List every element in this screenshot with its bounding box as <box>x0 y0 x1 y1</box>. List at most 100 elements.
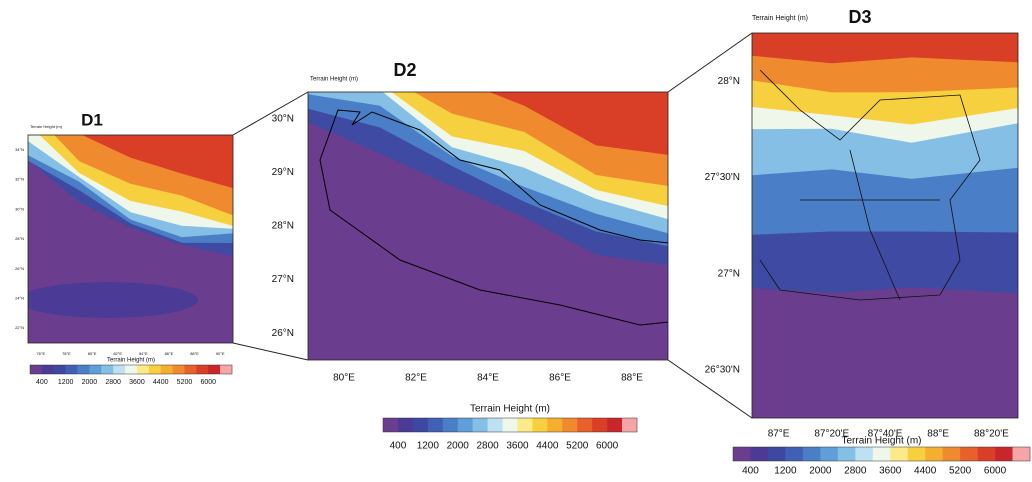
colorbar-label: 400 <box>390 441 407 452</box>
lat-tick-label: 28°N <box>15 236 24 241</box>
colorbar-swatch <box>30 365 43 374</box>
lat-tick-label: 22°N <box>15 325 24 330</box>
colorbar-label: 6000 <box>596 441 619 452</box>
terrain-map <box>28 135 233 343</box>
colorbar-swatch <box>427 418 444 432</box>
colorbar-swatch <box>1012 447 1031 461</box>
colorbar-label: 4400 <box>153 379 169 386</box>
lat-tick-label: 27°N <box>272 274 294 285</box>
border <box>759 69 981 301</box>
colorbar-swatch <box>65 365 78 374</box>
colorbar-swatch <box>472 418 488 432</box>
lat-tick-label: 28°N <box>718 76 740 87</box>
colorbar-label: 3600 <box>129 379 145 386</box>
colorbar-swatch <box>890 447 909 461</box>
colorbar-title: Terrain Height (m) <box>470 404 550 415</box>
colorbar-label: 2800 <box>844 466 867 477</box>
colorbar-label: 2800 <box>105 379 121 386</box>
lat-tick-label: 27°N <box>718 268 740 279</box>
colorbar-label: 5200 <box>566 441 589 452</box>
colorbar-swatch <box>113 365 126 374</box>
colorbar-swatch <box>172 365 185 374</box>
lon-tick-label: 88°E <box>621 373 643 384</box>
colorbar-swatch <box>196 365 209 374</box>
colorbar-swatch <box>820 447 839 461</box>
colorbar-frame <box>29 364 233 375</box>
colorbar-swatch <box>837 447 856 461</box>
lat-tick-label: 34°N <box>15 147 24 152</box>
lon-tick-label: 84°E <box>477 373 499 384</box>
colorbar-swatch <box>412 418 429 432</box>
colorbar-swatch <box>577 418 593 432</box>
colorbar-swatch <box>208 365 221 374</box>
lat-tick-label: 26°N <box>15 266 24 271</box>
colorbar-label: 5200 <box>949 466 972 477</box>
colorbar-label: 1200 <box>417 441 440 452</box>
colorbar-label: 1200 <box>774 466 797 477</box>
colorbar-swatch <box>53 365 66 374</box>
colorbar-swatch <box>41 365 55 374</box>
colorbar-swatch <box>960 447 978 461</box>
colorbar-swatch <box>767 447 786 461</box>
colorbar-title: Terrain Height (m) <box>107 358 155 364</box>
terrain-map <box>752 33 1018 418</box>
lon-tick-label: 82°E <box>405 373 427 384</box>
lat-tick-label: 30°N <box>15 206 24 211</box>
lat-tick-label: 28°N <box>272 221 294 232</box>
lon-tick-label: 76°E <box>36 351 45 356</box>
colorbar-label: 3600 <box>506 441 529 452</box>
colorbar-swatch <box>802 447 821 461</box>
colorbar-swatch <box>532 418 548 432</box>
lat-tick-label: 24°N <box>15 295 24 300</box>
colorbar-label: 5200 <box>177 379 193 386</box>
lon-tick-label: 88°E <box>927 429 949 440</box>
map-label: Terrain Height (m) <box>752 15 808 22</box>
lon-tick-label: 87°20'E <box>814 429 849 440</box>
colorbar-label: 2000 <box>82 379 98 386</box>
colorbar-swatch <box>101 365 114 374</box>
colorbar-swatch <box>872 447 891 461</box>
colorbar-label: 4400 <box>914 466 937 477</box>
colorbar-swatch <box>383 418 399 432</box>
map-label: Terrain Height (m) <box>30 124 63 129</box>
map-frame <box>27 134 234 344</box>
colorbar-swatch <box>562 418 578 432</box>
colorbar-swatch <box>502 418 518 432</box>
colorbar-label: 6000 <box>200 379 216 386</box>
panel-title: D1 <box>81 110 103 129</box>
zoom-lines <box>232 32 753 419</box>
lat-tick-label: 32°N <box>15 177 24 182</box>
colorbar-swatch <box>977 447 996 461</box>
lat-tick-label: 29°N <box>272 167 294 178</box>
colorbar-swatch <box>160 365 173 374</box>
colorbar-swatch <box>750 447 769 461</box>
colorbar-swatch <box>622 418 638 432</box>
elevation-band <box>752 33 1018 64</box>
colorbar-swatch <box>125 365 138 374</box>
colorbar-label: 400 <box>36 379 48 386</box>
border <box>319 109 668 326</box>
colorbar-swatch <box>136 365 150 374</box>
colorbar-swatch <box>148 365 162 374</box>
lon-tick-label: 87°E <box>768 429 790 440</box>
colorbar-label: 2800 <box>476 441 499 452</box>
lon-tick-label: 88°20'E <box>974 429 1009 440</box>
lon-tick-label: 78°E <box>62 351 71 356</box>
lon-tick-label: 82°E <box>113 351 122 356</box>
colorbar-swatch <box>855 447 874 461</box>
colorbar-label: 3600 <box>879 466 902 477</box>
map-frame <box>307 91 669 361</box>
map-label: Terrain Height (m) <box>310 77 358 83</box>
colorbar-swatch <box>733 447 751 461</box>
lon-tick-label: 86°E <box>165 351 174 356</box>
elevation-band <box>82 135 233 189</box>
colorbar-swatch <box>457 418 473 432</box>
lat-tick-label: 26°30'N <box>705 365 740 376</box>
colorbar-swatch <box>942 447 961 461</box>
lon-tick-label: 87°40'E <box>868 429 903 440</box>
colorbar-title: Terrain Height (m) <box>841 436 921 447</box>
lon-tick-label: 80°E <box>333 373 355 384</box>
colorbar-label: 400 <box>742 466 759 477</box>
terrain-map <box>308 92 668 360</box>
